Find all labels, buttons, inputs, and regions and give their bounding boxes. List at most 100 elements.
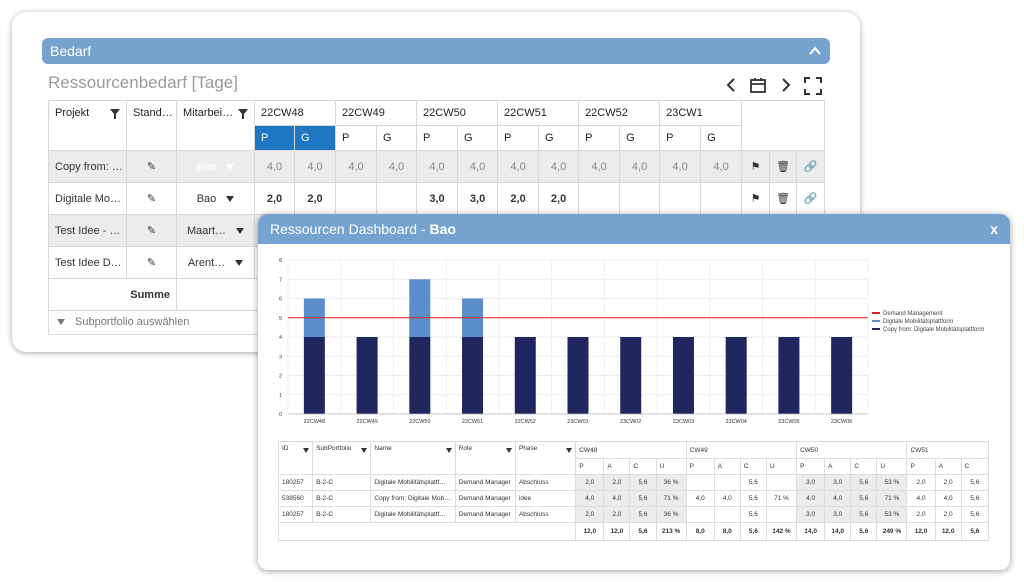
table-row[interactable]: 538560 B-2-C Copy from: Digitale Mob… Deman… <box>277 490 990 507</box>
table-row: Digitale Mo… ✎ Bao 2,0 2,0 3,0 3,0 2,0 2… <box>48 182 826 215</box>
value-cell: 2,0 <box>603 474 631 491</box>
link-icon[interactable]: 🔗 <box>796 182 826 215</box>
value-cell[interactable]: 2,0 <box>254 182 295 215</box>
dashboard-title-bar: Ressourcen Dashboard - Bao x <box>258 214 1010 244</box>
value-cell[interactable] <box>376 182 418 215</box>
value-cell[interactable]: 4,0 <box>497 150 540 183</box>
col-role[interactable]: Role <box>454 441 516 475</box>
week-header: 22CW50 <box>416 100 499 126</box>
sub-col-g: G <box>376 125 418 151</box>
value-cell[interactable]: 4,0 <box>335 150 378 183</box>
resource-chart: 0 1 2 3 4 5 6 7 8 22CW48 22CW49 22CW50 22CW51 22CW52 2… <box>279 258 869 425</box>
value-cell[interactable]: 4,0 <box>619 150 661 183</box>
chevron-right-icon[interactable] <box>779 76 793 94</box>
mitarbeiter-select[interactable]: Bao <box>176 150 255 183</box>
value-cell: 5,6 <box>850 506 878 523</box>
value-cell: 2,0 <box>575 474 605 491</box>
timeline-nav <box>724 76 824 98</box>
sub-col: C <box>629 458 657 475</box>
value-cell[interactable] <box>578 182 621 215</box>
sub-col-p[interactable]: P <box>254 125 295 151</box>
sub-col: P <box>796 458 826 475</box>
value-cell[interactable]: 4,0 <box>538 150 580 183</box>
value-cell[interactable]: 2,0 <box>497 182 540 215</box>
value-cell[interactable] <box>335 182 378 215</box>
mitarbeiter-value: Bao <box>196 160 217 173</box>
calendar-icon[interactable] <box>749 76 767 94</box>
link-icon[interactable]: 🔗 <box>796 150 826 183</box>
sub-col: U <box>655 458 687 475</box>
mitarbeiter-select[interactable]: Maart… <box>176 214 255 247</box>
col-subportfolio[interactable]: SubPortfolio <box>312 441 372 475</box>
sub-col-g[interactable]: G <box>293 125 337 151</box>
value-cell[interactable] <box>619 182 661 215</box>
value-cell[interactable]: 4,0 <box>254 150 295 183</box>
legend-item: Demand Management <box>872 310 984 318</box>
cell-id: 538560 <box>277 490 314 507</box>
sub-col-g: G <box>538 125 580 151</box>
value-cell[interactable]: 4,0 <box>416 150 459 183</box>
x-tick-label: 23CW01 <box>567 419 588 425</box>
pencil-icon[interactable]: ✎ <box>126 246 177 279</box>
summe-label: Summe <box>48 278 177 311</box>
filter-icon[interactable] <box>303 448 310 453</box>
trash-icon[interactable]: 🗑 <box>769 150 798 183</box>
filter-icon[interactable] <box>505 448 512 453</box>
value-cell[interactable] <box>659 182 702 215</box>
col-mitarbeiter[interactable]: Mitarbei… <box>176 100 255 151</box>
cell-sub: B-2-C <box>312 490 372 507</box>
mitarbeiter-select[interactable]: Bao <box>176 182 255 215</box>
pencil-icon[interactable]: ✎ <box>126 182 177 215</box>
mitarbeiter-select[interactable]: Arent… <box>176 246 255 279</box>
value-cell[interactable]: 2,0 <box>538 182 580 215</box>
value-cell[interactable]: 4,0 <box>659 150 702 183</box>
bedarf-section-header[interactable]: Bedarf <box>42 38 830 64</box>
col-mitarbeiter-label: Mitarbei… <box>183 107 234 119</box>
table-row[interactable]: 180257 B-2-C Digitale Mobilitätsplattf… Dem… <box>277 474 990 491</box>
filter-icon[interactable] <box>110 109 120 119</box>
value-cell: 2,0 <box>934 474 962 491</box>
projekt-cell: Copy from: … <box>48 150 127 183</box>
trash-icon[interactable]: 🗑 <box>769 182 798 215</box>
filter-icon[interactable] <box>238 109 248 119</box>
fullscreen-icon[interactable] <box>803 76 823 96</box>
pencil-icon[interactable]: ✎ <box>126 214 177 247</box>
value-cell: 3,0 <box>796 474 826 491</box>
week-header: 23CW1 <box>659 100 743 126</box>
value-cell[interactable]: 2,0 <box>293 182 337 215</box>
broom-icon[interactable]: ⚑ <box>741 150 771 183</box>
legend-item: Copy from: Digitale Mobilitätsplattform <box>872 326 984 334</box>
value-cell[interactable]: 4,0 <box>457 150 499 183</box>
chevron-left-icon[interactable] <box>724 76 738 94</box>
y-tick-label: 8 <box>279 258 282 264</box>
mitarbeiter-value: Bao <box>196 192 217 205</box>
value-cell[interactable]: 4,0 <box>376 150 418 183</box>
col-name[interactable]: Name <box>370 441 456 475</box>
table-row[interactable]: 180257 B-2-C Digitale Mobilitätsplattf… Dem… <box>277 506 990 523</box>
col-phase[interactable]: Phase <box>514 441 577 475</box>
y-tick-label: 2 <box>279 374 282 380</box>
value-cell: 3,0 <box>824 474 852 491</box>
projekt-cell: Test Idee D… <box>48 246 127 279</box>
col-projekt[interactable]: Projekt <box>48 100 127 151</box>
broom-icon[interactable]: ⚑ <box>741 182 771 215</box>
value-cell[interactable]: 4,0 <box>578 150 621 183</box>
sum-cell: 14,0 <box>796 522 826 541</box>
value-cell[interactable] <box>700 182 743 215</box>
value-cell: 2,0 <box>934 506 962 523</box>
chevron-up-icon[interactable] <box>808 44 822 58</box>
filter-icon[interactable] <box>361 448 368 453</box>
filter-icon[interactable] <box>445 448 452 453</box>
value-cell[interactable]: 3,0 <box>416 182 459 215</box>
week-header: CW49 <box>685 441 798 459</box>
pencil-icon[interactable]: ✎ <box>126 150 177 183</box>
filter-icon[interactable] <box>566 448 573 453</box>
value-cell[interactable]: 4,0 <box>700 150 743 183</box>
value-cell[interactable]: 3,0 <box>457 182 499 215</box>
col-stand[interactable]: Stand… <box>126 100 177 151</box>
value-cell: 5,6 <box>739 490 767 507</box>
col-id[interactable]: ID <box>277 441 314 475</box>
dashboard-title-name: Bao <box>429 221 456 237</box>
close-button[interactable]: x <box>990 221 998 237</box>
value-cell[interactable]: 4,0 <box>293 150 337 183</box>
